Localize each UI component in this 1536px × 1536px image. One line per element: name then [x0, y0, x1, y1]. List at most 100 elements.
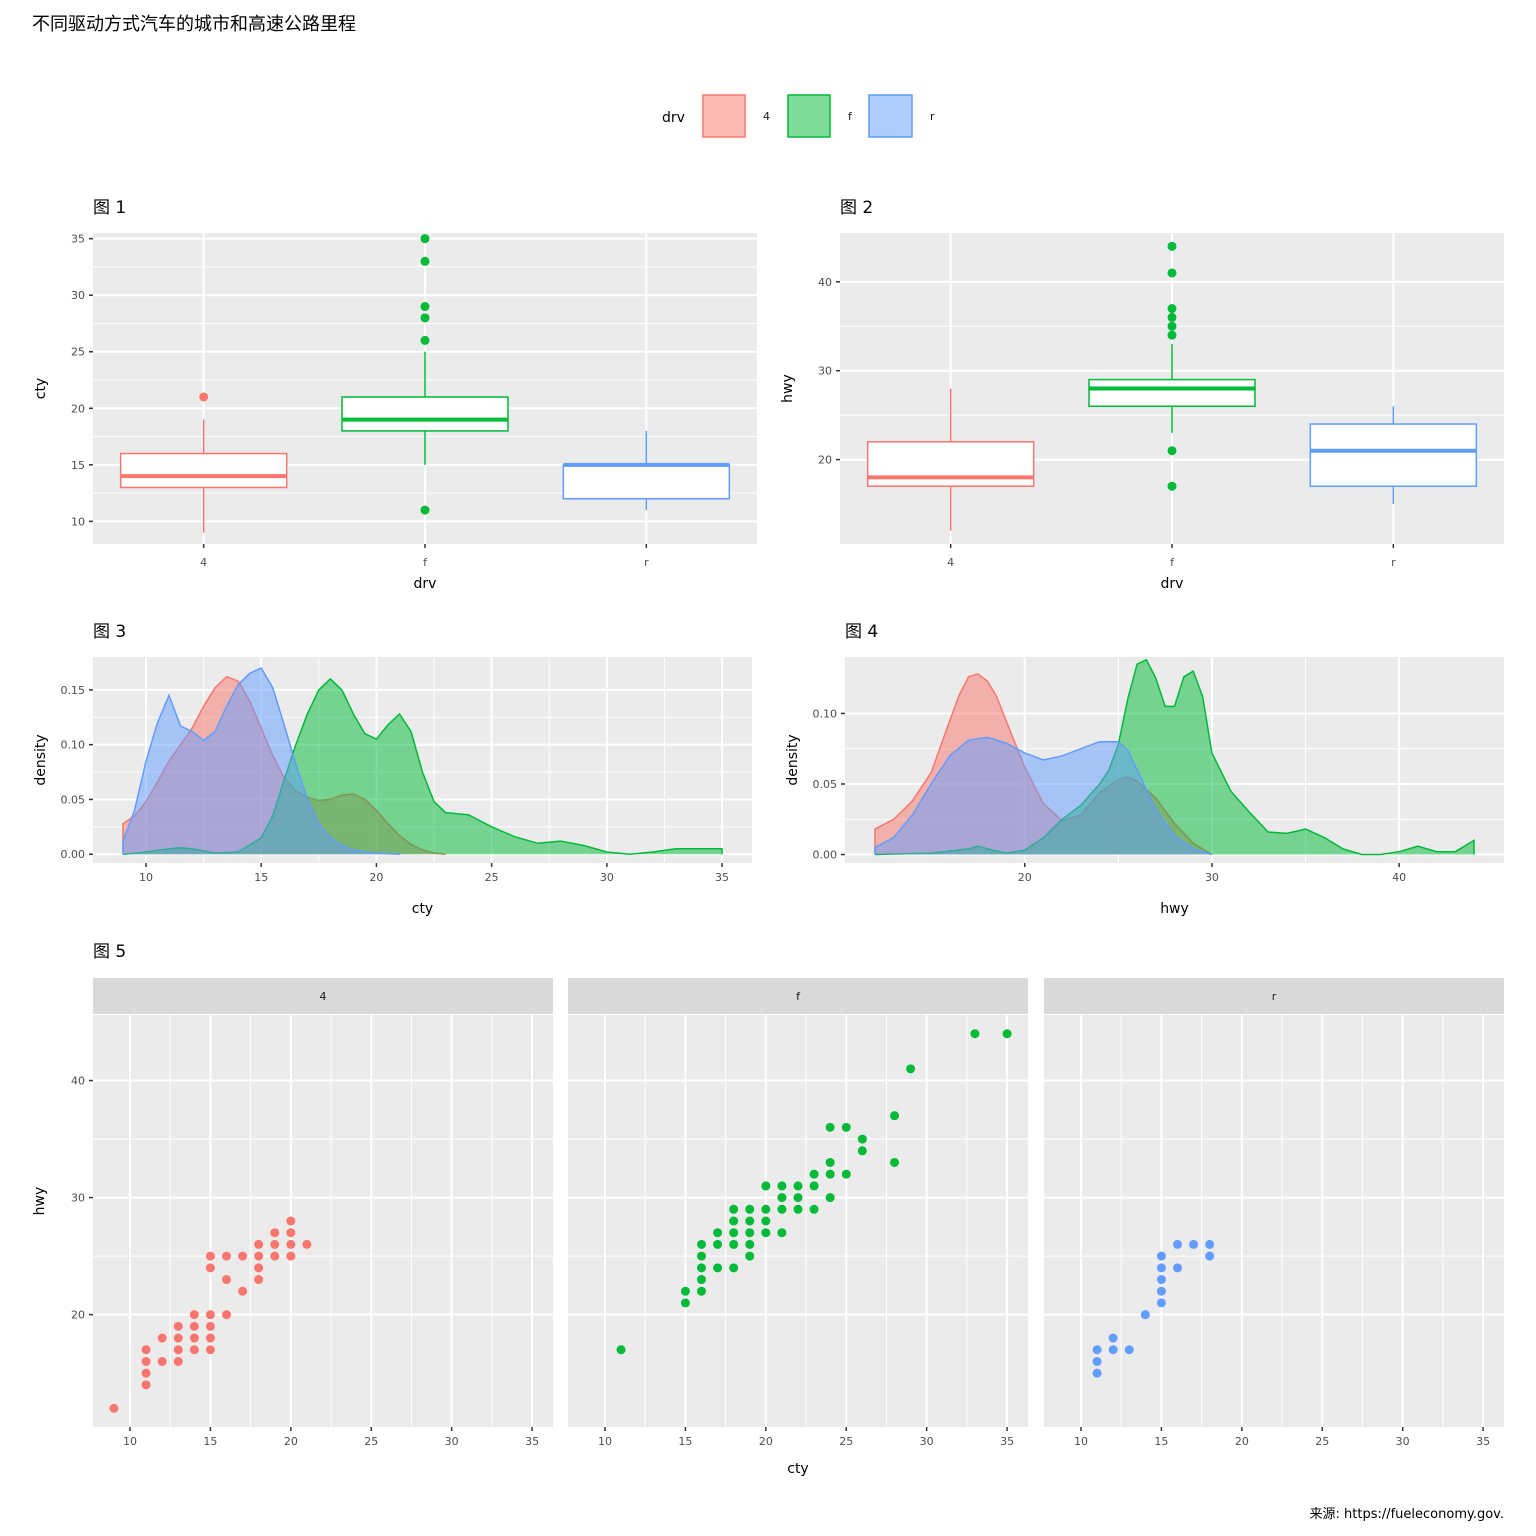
outlier-point-f: [1167, 321, 1177, 331]
scatter-point-4: [238, 1251, 248, 1261]
scatter-point-4: [254, 1239, 264, 1249]
legend-label-r: r: [930, 110, 935, 123]
scatter-point-f: [745, 1228, 755, 1238]
dens4-x-tick-label: 20: [1018, 871, 1032, 884]
scatter-x-tick-label: 30: [1396, 1435, 1410, 1448]
scatter-point-4: [157, 1333, 167, 1343]
scatter-point-r: [1092, 1345, 1102, 1355]
chart-caption: 来源: https://fueleconomy.gov.: [1309, 1507, 1505, 1522]
scatter-point-f: [729, 1263, 739, 1273]
scatter-point-f: [970, 1029, 980, 1039]
panel-background: [568, 1015, 1028, 1427]
scatter-point-r: [1140, 1310, 1150, 1320]
density-area-f: [122, 678, 723, 855]
scatter-point-4: [173, 1356, 183, 1366]
scatter-x-tick-label: 20: [1235, 1435, 1249, 1448]
scatter-point-f: [713, 1263, 723, 1273]
scatter-point-f: [857, 1134, 867, 1144]
scatter-point-4: [205, 1333, 215, 1343]
scatter-point-f: [857, 1146, 867, 1156]
dens3-x-tick-label: 25: [485, 871, 499, 884]
outlier-point-f: [1167, 241, 1177, 251]
scatter-point-r: [1124, 1345, 1134, 1355]
density-line-r: [122, 667, 402, 855]
scatter-panel: 图 5 4 20 30 40 10 15 20 25 30 35 f 10 15 20 25 30 35 r 10 15…: [32, 942, 1504, 1477]
outlier-point-f: [1167, 304, 1177, 314]
density-area-r: [122, 668, 400, 855]
y-axis-title-5: hwy: [32, 1187, 48, 1216]
dens3-x-tick-label: 20: [369, 871, 383, 884]
scatter-point-f: [761, 1228, 771, 1238]
box-r: [1309, 423, 1478, 487]
outlier-point-f: [420, 335, 430, 345]
scatter-point-4: [173, 1321, 183, 1331]
scatter-point-f: [825, 1122, 835, 1132]
scatter-point-4: [173, 1345, 183, 1355]
y-axis-title-4: density: [785, 734, 801, 785]
scatter-point-4: [221, 1275, 231, 1285]
scatter-x-tick-label: 35: [1476, 1435, 1490, 1448]
scatter-point-r: [1189, 1239, 1199, 1249]
x-axis-title-2: drv: [1161, 576, 1184, 592]
scatter-x-tick-label: 30: [920, 1435, 934, 1448]
outlier-point-4: [199, 392, 209, 402]
box-f: [1088, 378, 1256, 408]
dens3-x-tick-label: 30: [600, 871, 614, 884]
scatter-point-f: [680, 1286, 690, 1296]
scatter-point-f: [696, 1251, 706, 1261]
scatter-point-4: [141, 1368, 151, 1378]
box1-y-tick-label: 20: [71, 402, 85, 415]
box-r: [562, 464, 731, 500]
x-axis-title-4: hwy: [1160, 901, 1189, 917]
scatter-point-r: [1092, 1356, 1102, 1366]
box2-y-tick-label: 30: [818, 365, 832, 378]
scatter-point-f: [745, 1216, 755, 1226]
outlier-point-f: [1167, 481, 1177, 491]
scatter-point-f: [793, 1204, 803, 1214]
y-axis-title-3: density: [33, 734, 49, 785]
scatter-y-tick-label: 40: [71, 1075, 85, 1088]
facet-4: 4 20 30 40 10 15 20 25 30 35: [71, 978, 553, 1448]
scatter-point-f: [745, 1239, 755, 1249]
scatter-point-r: [1172, 1239, 1182, 1249]
scatter-point-r: [1156, 1263, 1166, 1273]
box2-x-tick-label: f: [1170, 556, 1175, 569]
box1-y-tick-label: 30: [71, 289, 85, 302]
panel-title-5: 图 5: [93, 942, 126, 962]
scatter-x-tick-label: 30: [445, 1435, 459, 1448]
scatter-point-r: [1108, 1333, 1118, 1343]
scatter-point-r: [1172, 1263, 1182, 1273]
scatter-point-f: [696, 1286, 706, 1296]
outlier-point-f: [420, 302, 430, 312]
scatter-point-r: [1156, 1298, 1166, 1308]
box2-y-tick-label: 20: [818, 454, 832, 467]
scatter-point-r: [1108, 1345, 1118, 1355]
boxplot-panel-1: 图 1 10 15 20 25 30 35 4 f r drv cty: [33, 198, 757, 592]
facet-strip: [1044, 978, 1504, 1014]
scatter-point-f: [745, 1251, 755, 1261]
scatter-point-4: [141, 1380, 151, 1390]
x-axis-title-5: cty: [787, 1461, 808, 1477]
scatter-x-tick-label: 35: [1000, 1435, 1014, 1448]
scatter-x-tick-label: 10: [1074, 1435, 1088, 1448]
scatter-x-tick-label: 35: [525, 1435, 539, 1448]
scatter-point-f: [1002, 1029, 1012, 1039]
density-area-r: [874, 737, 1212, 855]
dens3-x-tick-label: 35: [715, 871, 729, 884]
y-axis-title-1: cty: [33, 378, 49, 399]
legend-key-4: [702, 94, 746, 138]
box2-x-tick-label: r: [1391, 556, 1396, 569]
outlier-point-f: [1167, 446, 1177, 456]
scatter-point-f: [777, 1228, 787, 1238]
dens4-x-tick-label: 30: [1205, 871, 1219, 884]
scatter-point-f: [761, 1216, 771, 1226]
facet-r: r 10 15 20 25 30 35: [1044, 978, 1504, 1448]
scatter-point-4: [189, 1333, 199, 1343]
facet-strip-label: 4: [320, 990, 327, 1003]
scatter-x-tick-label: 15: [678, 1435, 692, 1448]
scatter-point-r: [1156, 1251, 1166, 1261]
box1-x-tick-label: 4: [200, 556, 207, 569]
scatter-point-f: [696, 1263, 706, 1273]
scatter-point-f: [809, 1204, 819, 1214]
facet-strip-label: r: [1272, 990, 1277, 1003]
